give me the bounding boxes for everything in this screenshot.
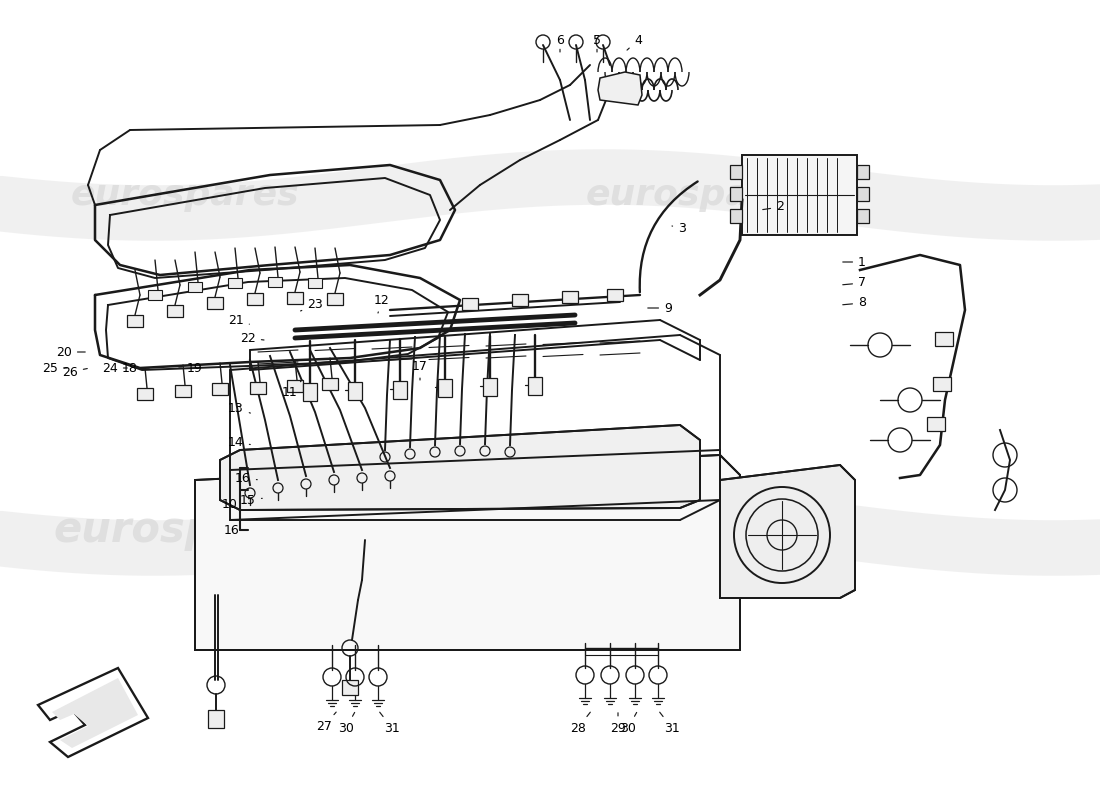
Bar [742, 155, 857, 235]
Text: 20: 20 [56, 346, 85, 358]
Bar [730, 209, 743, 223]
Text: eurospares: eurospares [585, 178, 814, 212]
Polygon shape [52, 678, 138, 748]
Bar [327, 293, 343, 305]
Text: 31: 31 [660, 712, 680, 734]
Text: 11: 11 [282, 380, 303, 399]
Bar [528, 377, 542, 395]
Bar [175, 385, 191, 397]
Bar [308, 278, 322, 288]
Bar [393, 381, 407, 398]
Text: 28: 28 [570, 712, 591, 734]
Text: 1: 1 [843, 255, 866, 269]
Text: 29: 29 [610, 713, 626, 734]
Bar [730, 165, 743, 179]
Text: 9: 9 [648, 302, 672, 314]
Bar [188, 282, 202, 292]
Text: 18: 18 [122, 362, 150, 374]
Polygon shape [598, 72, 642, 105]
Bar [167, 305, 183, 317]
Bar [483, 378, 497, 396]
Bar [927, 417, 945, 431]
Bar [607, 289, 623, 301]
Text: 6: 6 [557, 34, 564, 52]
Bar [228, 278, 242, 288]
Bar [348, 382, 362, 400]
Text: 23: 23 [300, 298, 323, 311]
Text: 21: 21 [228, 314, 250, 326]
Text: 30: 30 [620, 713, 637, 734]
Bar [148, 290, 162, 300]
Bar [512, 294, 528, 306]
Bar [287, 380, 303, 392]
Bar [935, 332, 953, 346]
Bar [207, 297, 223, 309]
Text: eurospares: eurospares [488, 509, 751, 551]
Bar [857, 187, 869, 201]
Bar [212, 383, 228, 395]
Text: 14: 14 [228, 435, 251, 449]
Text: 13: 13 [228, 402, 251, 414]
Bar [562, 291, 578, 303]
Text: eurospares: eurospares [70, 178, 299, 212]
Text: 24: 24 [102, 362, 128, 374]
Bar [287, 292, 303, 304]
Text: 4: 4 [627, 34, 642, 50]
Bar [933, 377, 952, 391]
Text: 3: 3 [672, 222, 686, 234]
Text: 8: 8 [843, 297, 866, 310]
Bar [248, 293, 263, 305]
Bar [322, 378, 338, 390]
Bar [730, 187, 743, 201]
Text: 7: 7 [843, 277, 866, 290]
Text: 10: 10 [222, 498, 245, 511]
Polygon shape [195, 455, 740, 650]
Text: 31: 31 [379, 712, 400, 734]
Text: 16: 16 [235, 471, 257, 485]
Bar [857, 165, 869, 179]
Bar [462, 298, 478, 310]
Polygon shape [39, 668, 148, 757]
Text: 16: 16 [224, 523, 248, 537]
Text: 12: 12 [374, 294, 389, 313]
Bar [438, 379, 452, 398]
Text: 27: 27 [316, 712, 337, 733]
Text: 5: 5 [593, 34, 601, 52]
Text: 19: 19 [179, 362, 202, 374]
Bar [138, 388, 153, 400]
Polygon shape [720, 465, 855, 598]
Bar [302, 383, 317, 401]
Text: 2: 2 [762, 201, 784, 214]
Text: 17: 17 [412, 359, 428, 380]
Bar [342, 680, 358, 695]
Bar [268, 277, 282, 287]
Text: 30: 30 [338, 713, 354, 734]
Text: 25: 25 [42, 362, 67, 374]
Text: 15: 15 [240, 494, 262, 506]
Polygon shape [220, 425, 700, 510]
Text: eurospares: eurospares [54, 509, 317, 551]
Bar [857, 209, 869, 223]
Bar [126, 315, 143, 327]
Text: 22: 22 [240, 331, 264, 345]
Text: 26: 26 [62, 366, 87, 378]
Bar [250, 382, 266, 394]
Bar [208, 710, 224, 728]
